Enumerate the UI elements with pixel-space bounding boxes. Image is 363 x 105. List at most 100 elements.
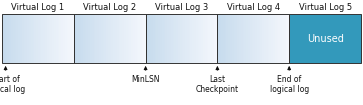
Bar (40, 14, 42, 63)
Bar (49, 14, 51, 63)
Bar (111, 14, 114, 63)
Bar (232, 14, 234, 63)
Bar (282, 14, 284, 63)
Bar (257, 14, 259, 63)
Bar (255, 14, 257, 63)
Bar (5, 14, 8, 63)
Bar (20, 14, 22, 63)
Bar (275, 14, 277, 63)
Bar (7, 14, 10, 63)
Bar (212, 14, 214, 63)
Bar (199, 14, 202, 63)
Bar (160, 14, 162, 63)
Bar (131, 14, 134, 63)
Bar (13, 14, 15, 63)
Bar (252, 14, 254, 63)
Bar (189, 14, 191, 63)
Bar (228, 14, 231, 63)
Bar (130, 14, 132, 63)
Bar (207, 14, 209, 63)
Bar (227, 14, 229, 63)
Bar (153, 14, 155, 63)
Bar (72, 14, 74, 63)
Bar (106, 14, 109, 63)
Bar (110, 14, 112, 63)
Bar (138, 14, 141, 63)
Bar (18, 14, 20, 63)
Bar (68, 14, 71, 63)
Bar (180, 14, 182, 63)
Bar (261, 14, 263, 63)
Bar (191, 14, 193, 63)
Bar (214, 14, 216, 63)
Bar (94, 14, 96, 63)
Bar (242, 14, 245, 63)
Bar (52, 14, 54, 63)
Bar (151, 14, 153, 63)
Bar (95, 14, 98, 63)
Bar (27, 14, 29, 63)
Bar (31, 14, 33, 63)
Bar (198, 14, 200, 63)
Bar (284, 14, 286, 63)
Bar (36, 14, 38, 63)
Bar (172, 14, 175, 63)
Bar (182, 14, 184, 63)
Bar (221, 14, 223, 63)
Bar (81, 14, 83, 63)
Bar (77, 14, 80, 63)
Bar (230, 14, 232, 63)
Bar (217, 14, 220, 63)
Bar (235, 14, 238, 63)
Bar (169, 14, 171, 63)
Bar (43, 14, 46, 63)
Bar (248, 14, 250, 63)
Bar (269, 14, 272, 63)
Bar (259, 14, 261, 63)
Bar (58, 14, 60, 63)
Bar (85, 14, 87, 63)
Bar (126, 14, 128, 63)
Bar (79, 14, 81, 63)
Bar (74, 14, 146, 63)
Text: Virtual Log 1: Virtual Log 1 (11, 3, 65, 12)
Bar (45, 14, 48, 63)
Bar (76, 14, 78, 63)
Bar (122, 14, 125, 63)
Bar (264, 14, 266, 63)
Bar (70, 14, 73, 63)
Bar (97, 14, 99, 63)
Bar (287, 14, 290, 63)
Bar (101, 14, 103, 63)
Bar (121, 14, 123, 63)
Bar (164, 14, 166, 63)
Bar (244, 14, 246, 63)
Bar (201, 14, 204, 63)
Bar (74, 14, 76, 63)
Bar (203, 14, 205, 63)
Bar (277, 14, 279, 63)
Bar (65, 14, 67, 63)
Bar (289, 14, 361, 63)
Bar (38, 14, 40, 63)
Bar (146, 14, 148, 63)
Bar (262, 14, 265, 63)
Bar (174, 14, 177, 63)
Bar (273, 14, 276, 63)
Bar (34, 14, 37, 63)
Bar (183, 14, 185, 63)
Bar (29, 14, 31, 63)
Bar (16, 14, 19, 63)
Bar (56, 14, 58, 63)
Bar (165, 14, 168, 63)
Text: Unused: Unused (307, 33, 343, 43)
Bar (33, 14, 35, 63)
Bar (217, 14, 289, 63)
Bar (92, 14, 94, 63)
Bar (108, 14, 110, 63)
Bar (286, 14, 288, 63)
Bar (171, 14, 173, 63)
Bar (86, 14, 89, 63)
Bar (210, 14, 212, 63)
Bar (47, 14, 49, 63)
